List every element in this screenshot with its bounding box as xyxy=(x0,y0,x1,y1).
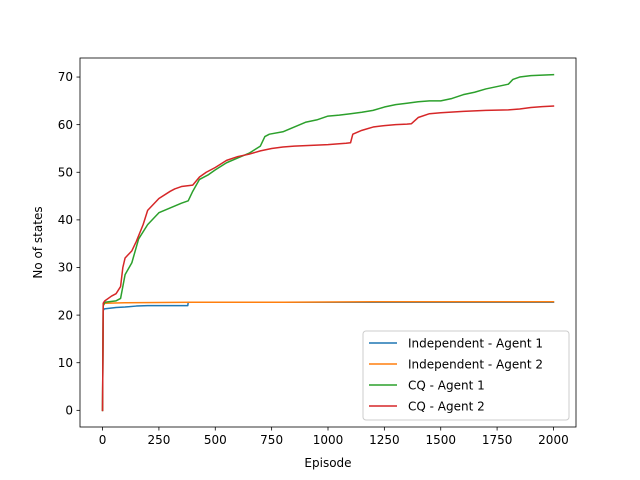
x-tick-label: 0 xyxy=(99,433,107,447)
series-line-4 xyxy=(101,105,555,412)
y-tick-label: 60 xyxy=(58,118,73,132)
legend-label-3: CQ - Agent 1 xyxy=(408,379,485,393)
y-axis-label: No of states xyxy=(31,206,45,278)
y-tick-label: 20 xyxy=(58,308,73,322)
legend: Independent - Agent 1 Independent - Agent… xyxy=(362,330,570,421)
y-tick-label: 0 xyxy=(65,404,73,418)
x-axis-ticks: 0 250 500 750 1000 1250 1500 1750 2000 xyxy=(99,427,569,447)
y-axis-ticks: 0 10 20 30 40 50 60 70 xyxy=(58,70,80,418)
y-tick-label: 50 xyxy=(58,165,73,179)
legend-label-1: Independent - Agent 1 xyxy=(408,337,543,351)
x-tick-label: 1500 xyxy=(425,433,456,447)
series-line-3 xyxy=(101,73,555,412)
legend-label-2: Independent - Agent 2 xyxy=(408,358,543,372)
x-axis-label: Episode xyxy=(304,456,351,470)
legend-label-4: CQ - Agent 2 xyxy=(408,400,485,414)
legend-frame xyxy=(362,330,570,421)
x-tick-label: 750 xyxy=(260,433,283,447)
x-tick-label: 500 xyxy=(204,433,227,447)
x-tick-label: 1750 xyxy=(482,433,513,447)
y-tick-label: 70 xyxy=(58,70,73,84)
x-tick-label: 2000 xyxy=(538,433,569,447)
x-tick-label: 1250 xyxy=(369,433,400,447)
series-layer xyxy=(101,73,555,412)
x-tick-label: 1000 xyxy=(313,433,344,447)
x-tick-label: 250 xyxy=(147,433,170,447)
y-tick-label: 10 xyxy=(58,356,73,370)
y-tick-label: 40 xyxy=(58,213,73,227)
y-tick-label: 30 xyxy=(58,261,73,275)
